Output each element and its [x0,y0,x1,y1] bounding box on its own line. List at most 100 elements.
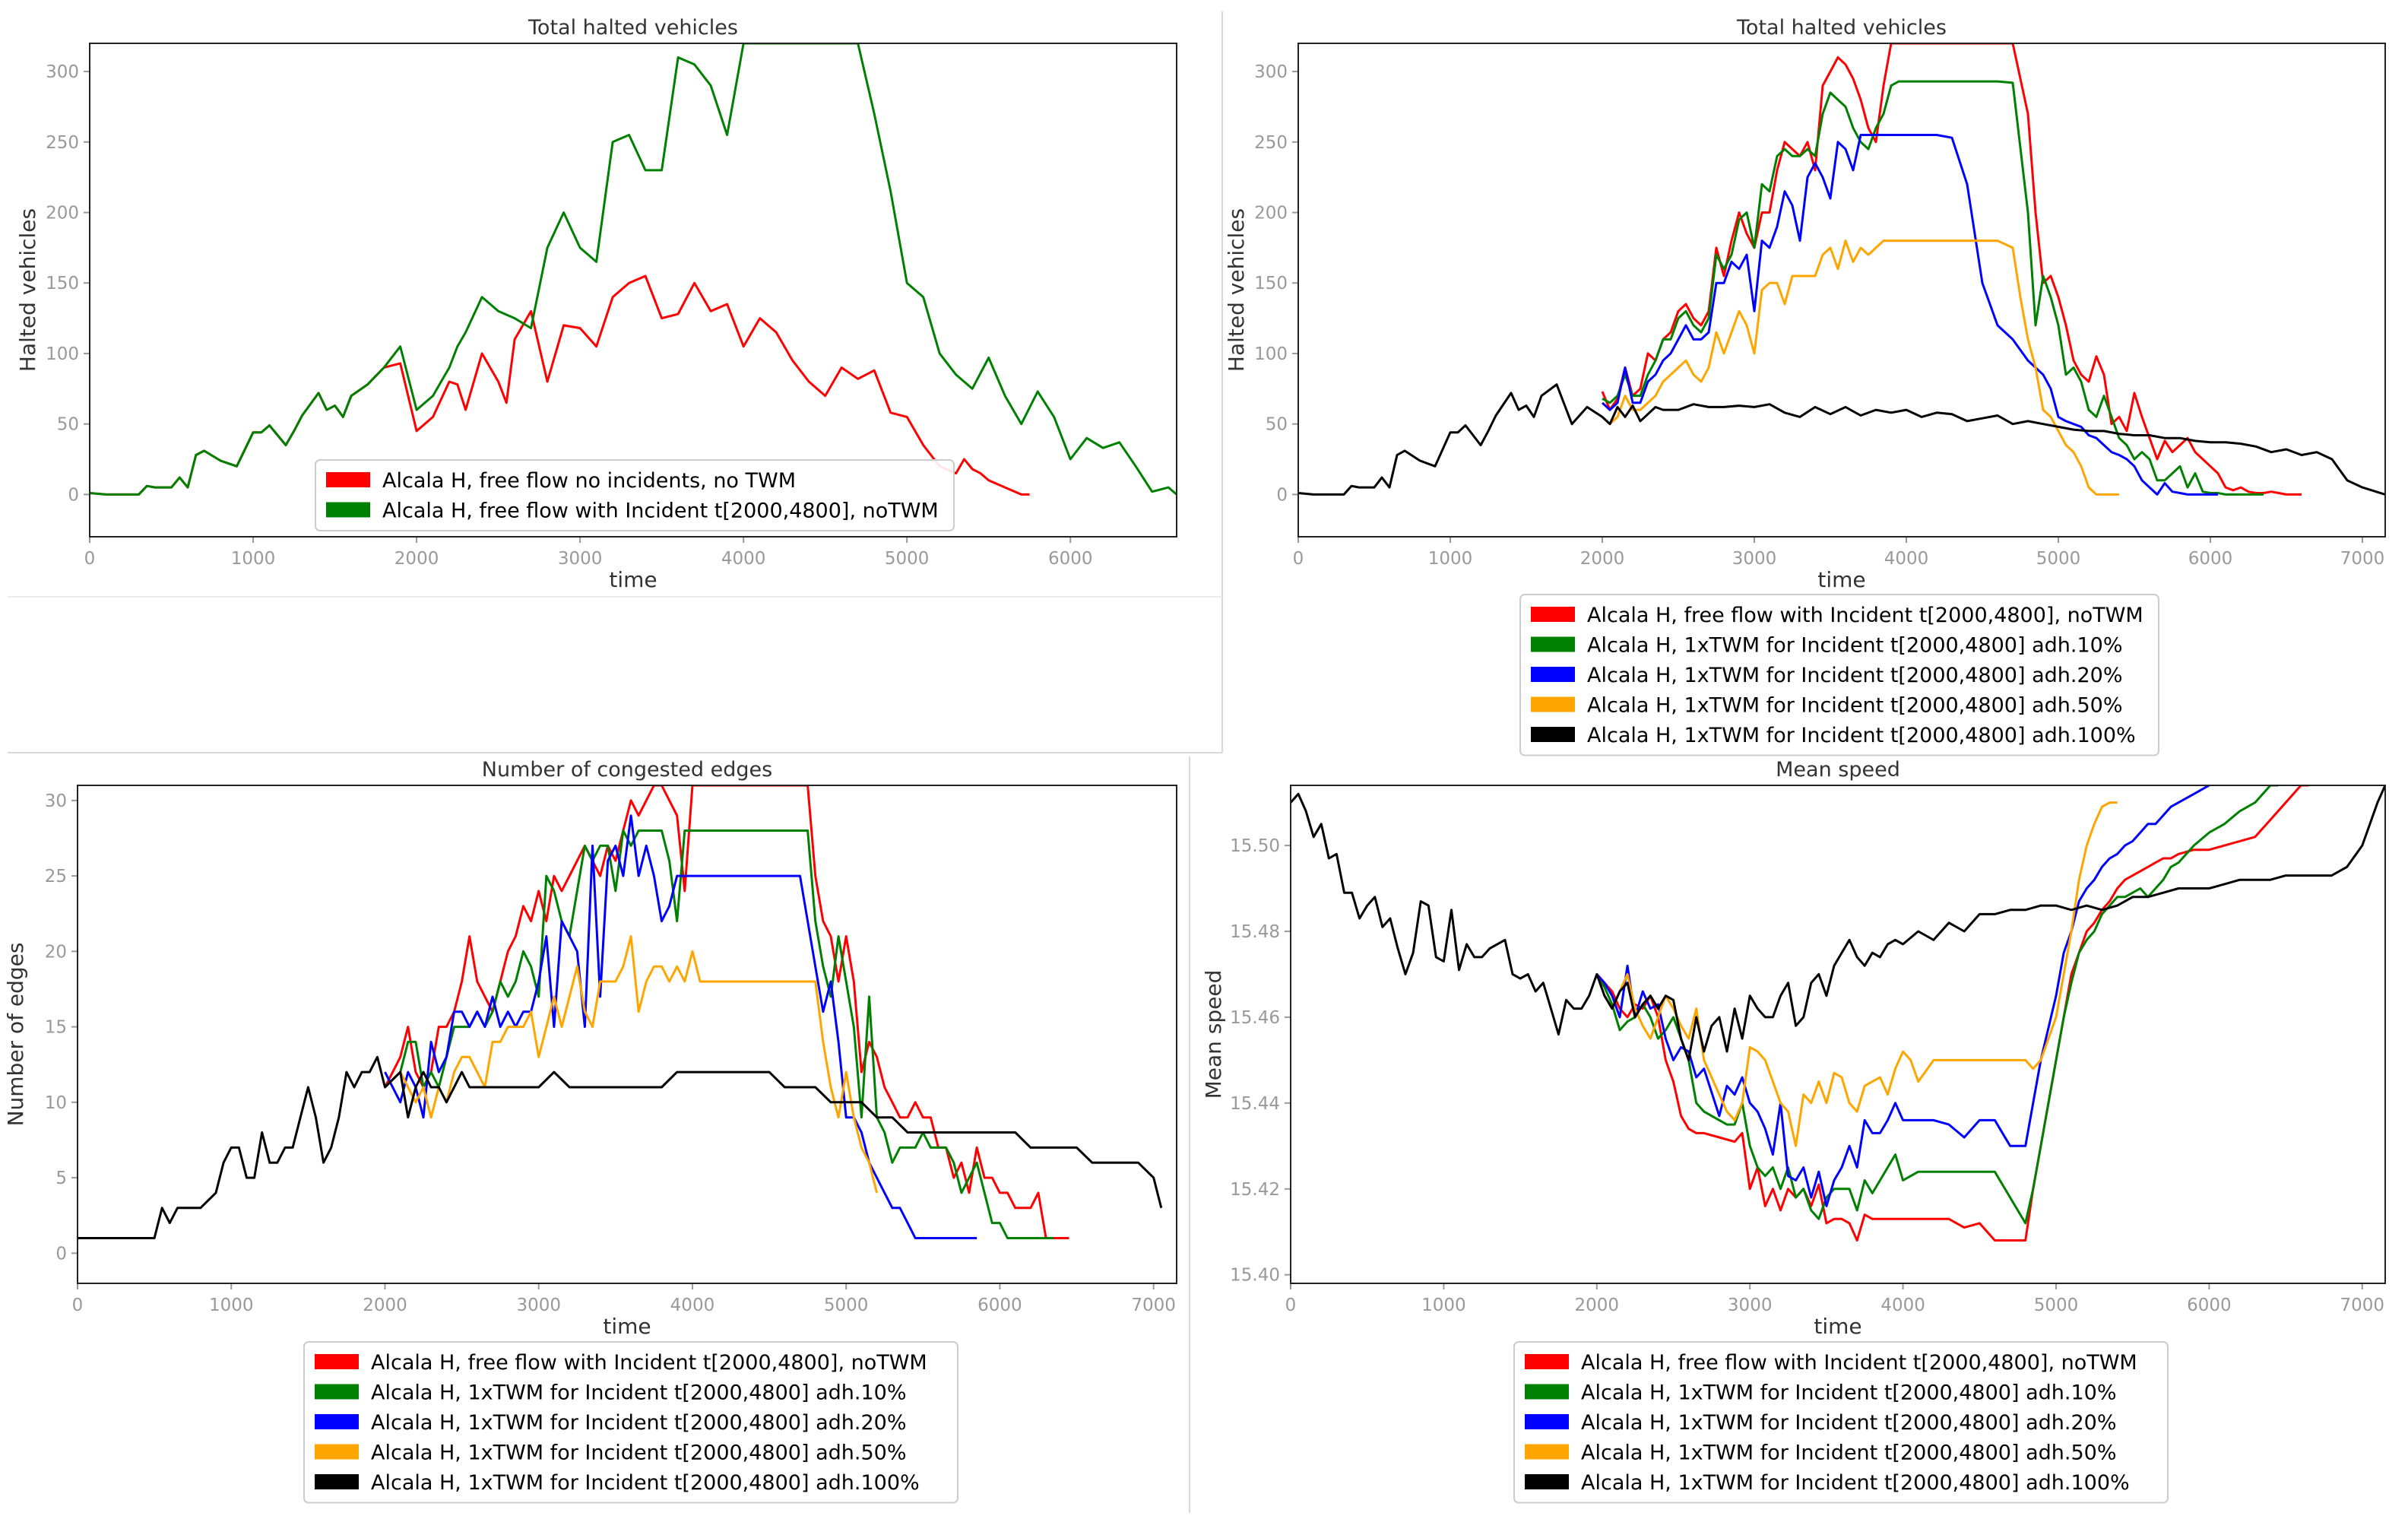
x-tick-label: 6000 [2188,549,2233,569]
y-tick-label: 300 [46,62,79,82]
chart-number-of-congested-edges: Number of congested edges 0 1000 2000 3000 40… [3,758,1177,1504]
series-line [384,935,879,1194]
y-tick-label: 20 [45,942,67,962]
legend-swatch [1525,1474,1569,1489]
series-line [384,814,977,1239]
legend: Alcala H, free flow no incidents, no TWM… [315,459,955,531]
y-tick-label: 15 [45,1018,67,1038]
x-tick-label: 4000 [1884,549,1929,569]
x-tick-label: 7000 [2340,549,2385,569]
legend-frame [303,1341,958,1504]
series-line [1595,785,2278,1225]
legend-entry: Alcala H, 1xTWM for Incident t[2000,4800… [371,1471,920,1495]
y-tick-label: 15.40 [1230,1266,1280,1286]
x-tick-label: 0 [84,549,96,569]
plot-frame [1290,785,2386,1284]
legend-swatch [315,1384,359,1400]
x-tick-label: 2000 [1575,1296,1620,1315]
y-tick-label: 300 [1254,62,1288,82]
legend-entry: Alcala H, 1xTWM for Incident t[2000,4800… [371,1441,906,1465]
plot-frame [1297,43,2386,538]
legend-swatch [1531,607,1575,622]
series-line [1595,785,2309,1242]
legend-swatch [1531,636,1575,652]
legend-frame [1519,594,2159,756]
y-tick-label: 15.44 [1230,1094,1280,1114]
chart-title: Number of congested edges [482,758,772,782]
y-tick-label: 150 [46,274,79,293]
legend-swatch [1525,1354,1569,1369]
y-tick-label: 10 [45,1093,67,1113]
x-tick-label: 7000 [2340,1296,2385,1315]
legend: Alcala H, free flow with Incident t[2000… [1519,594,2159,756]
y-tick-label: 0 [55,1244,67,1264]
plot-frame [77,785,1177,1284]
legend-frame [1513,1341,2169,1504]
x-tick-label: 2000 [394,549,439,569]
y-tick-label: 250 [1254,133,1288,153]
y-tick-label: 15.48 [1230,922,1280,942]
y-axis-label: Number of edges [3,943,28,1127]
y-tick-label: 0 [68,485,79,505]
x-tick-label: 1000 [1428,549,1473,569]
legend-entry: Alcala H, free flow no incidents, no TWM [382,469,796,493]
series-line [78,1055,1163,1239]
y-tick-label: 30 [45,791,67,811]
x-tick-label: 3000 [1732,549,1777,569]
x-axis-label: time [1814,1314,1861,1339]
x-tick-label: 4000 [721,549,766,569]
legend-entry: Alcala H, 1xTWM for Incident t[2000,4800… [371,1411,906,1435]
series-line [1595,801,2118,1147]
x-tick-label: 1000 [231,549,276,569]
legend-entry: Alcala H, 1xTWM for Incident t[2000,4800… [1581,1471,2130,1495]
x-axis-label: time [1817,567,1865,592]
legend-entry: Alcala H, 1xTWM for Incident t[2000,4800… [1587,664,2122,687]
series-line [1291,785,2385,1061]
legend-entry: Alcala H, 1xTWM for Incident t[2000,4800… [1581,1381,2116,1405]
legend-swatch [315,1444,359,1460]
legend-swatch [326,502,370,518]
x-tick-label: 5000 [2036,549,2081,569]
x-tick-label: 5000 [824,1296,869,1315]
x-tick-label: 5000 [885,549,930,569]
legend-entry: Alcala H, free flow with Incident t[2000… [1587,604,2143,627]
legend-swatch [315,1474,359,1489]
legend-swatch [1531,667,1575,682]
y-tick-label: 200 [1254,204,1288,224]
legend-entry: Alcala H, 1xTWM for Incident t[2000,4800… [1587,634,2122,658]
y-tick-label: 200 [46,204,79,224]
x-tick-label: 5000 [2034,1296,2079,1315]
plot-frame [89,43,1177,538]
x-tick-label: 1000 [1421,1296,1466,1315]
x-tick-label: 4000 [670,1296,715,1315]
legend-entry: Alcala H, free flow with Incident t[2000… [371,1351,927,1375]
x-tick-label: 2000 [1580,549,1625,569]
y-axis-label: Halted vehicles [15,208,40,372]
x-tick-label: 3000 [1728,1296,1773,1315]
legend-swatch [326,472,370,487]
chart-title: Mean speed [1776,758,1900,782]
legend-swatch [1525,1414,1569,1429]
series-line [384,829,1054,1239]
chart-title: Total halted vehicles [528,16,738,40]
legend-entry: Alcala H, 1xTWM for Incident t[2000,4800… [1587,724,2136,747]
legend-entry: Alcala H, 1xTWM for Incident t[2000,4800… [1581,1411,2116,1435]
series-line [90,43,1177,496]
y-tick-label: 100 [46,344,79,364]
legend-entry: Alcala H, 1xTWM for Incident t[2000,4800… [1581,1441,2116,1465]
legend-swatch [1531,696,1575,712]
series-line [1601,239,2119,496]
y-tick-label: 15.42 [1230,1180,1280,1200]
legend: Alcala H, free flow with Incident t[2000… [1513,1341,2169,1504]
y-tick-label: 25 [45,867,67,886]
chart-title: Total halted vehicles [1736,16,1947,40]
legend-swatch [1525,1384,1569,1400]
series-line [1601,134,2218,496]
legend-swatch [1525,1444,1569,1460]
y-tick-label: 150 [1254,274,1288,293]
y-axis-label: Mean speed [1201,970,1226,1099]
series-line [1602,80,2264,496]
legend-entry: Alcala H, 1xTWM for Incident t[2000,4800… [1587,694,2122,718]
legend-frame [315,459,955,531]
